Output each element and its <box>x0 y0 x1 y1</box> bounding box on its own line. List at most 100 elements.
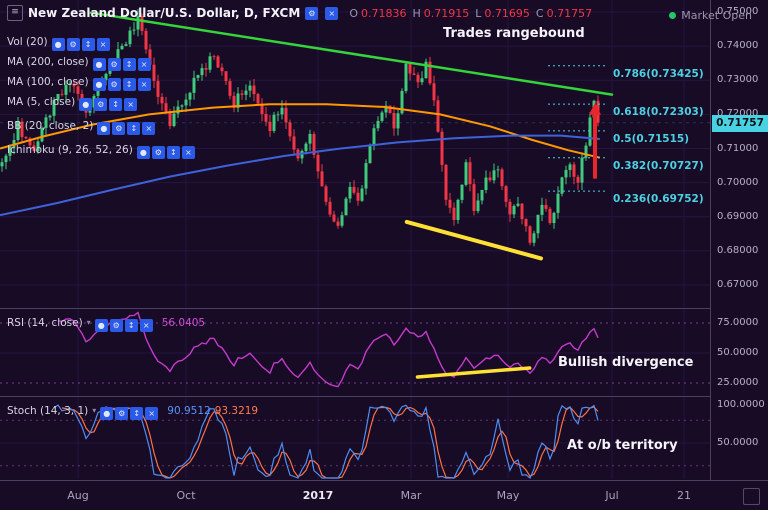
indicator-label[interactable]: BB (20, close, 2) <box>7 119 94 132</box>
annotation-bullish-divergence: Bullish divergence <box>558 355 694 370</box>
open-value: 0.71836 <box>360 6 407 20</box>
indicator-row-5[interactable]: Ichimoku (9, 26, 52, 26) ● ⚙ ↕ × <box>7 140 197 159</box>
indicator-button-1[interactable]: ⚙ <box>151 146 165 159</box>
indicator-button-1[interactable]: ⚙ <box>107 58 121 71</box>
price-axis-label: 0.68000 <box>717 245 759 256</box>
time-axis-label: 2017 <box>302 489 334 502</box>
time-axis[interactable]: Aug Oct 2017 Mar May Jul 21 <box>0 480 768 510</box>
indicator-buttons: ● ⚙ ↕ × <box>92 52 153 71</box>
pane-divider[interactable] <box>0 308 768 309</box>
indicator-button-1[interactable]: ⚙ <box>112 122 126 135</box>
indicator-label[interactable]: MA (5, close) <box>7 95 76 108</box>
indicator-button-0[interactable]: ● <box>79 98 93 111</box>
ohlc-readout: O 0.71836 H 0.71915 L 0.71695 C 0.71757 <box>349 7 598 20</box>
price-axis-label: 0.67000 <box>717 279 759 290</box>
indicator-button-0[interactable]: ● <box>94 319 108 332</box>
indicator-button-1[interactable]: ⚙ <box>109 319 123 332</box>
indicator-row-2[interactable]: MA (100, close) ● ⚙ ↕ × <box>7 72 153 91</box>
indicator-button-0[interactable]: ● <box>92 78 106 91</box>
low-label: L <box>475 6 482 20</box>
rsi-axis-label: 75.0000 <box>717 317 759 328</box>
indicator-button-2[interactable]: ↕ <box>122 78 136 91</box>
indicator-row-4[interactable]: BB (20, close, 2) ● ⚙ ↕ × <box>7 116 157 135</box>
indicator-button-1[interactable]: ⚙ <box>94 98 108 111</box>
price-axis[interactable]: 0.71757 0.75000 0.74000 0.73000 0.72000 0.71… <box>710 0 768 480</box>
indicator-button-3[interactable]: × <box>137 78 151 91</box>
stoch-axis-label: 100.0000 <box>717 399 765 410</box>
rsi-chart[interactable] <box>0 309 710 396</box>
price-pane[interactable]: 0.786(0.73425) 0.618(0.72303) 0.5(0.71515)… <box>0 0 768 308</box>
indicator-button-1[interactable]: ⚙ <box>107 78 121 91</box>
last-price-badge: 0.71757 <box>712 115 768 132</box>
high-value: 0.71915 <box>423 6 470 20</box>
indicator-button-2[interactable]: ↕ <box>109 98 123 111</box>
stoch-legend-row: Stoch (14, 3, 1) ▾ ● ⚙ ↕ × 90.9512 93.3219 <box>7 401 258 420</box>
candlestick-chart[interactable] <box>0 0 710 308</box>
indicator-row-3[interactable]: MA (5, close) ● ⚙ ↕ × <box>7 92 139 111</box>
indicator-label[interactable]: Ichimoku (9, 26, 52, 26) <box>7 143 133 156</box>
indicator-button-3[interactable]: × <box>139 319 153 332</box>
rsi-indicator-buttons: ● ⚙ ↕ × <box>94 313 155 332</box>
high-label: H <box>412 6 421 20</box>
chart-menu-icon[interactable]: ≡ <box>7 5 23 21</box>
market-status-text: Market Open <box>681 9 752 22</box>
indicator-button-0[interactable]: ● <box>97 122 111 135</box>
close-label: C <box>535 6 544 20</box>
indicator-button-2[interactable]: ↕ <box>166 146 180 159</box>
indicator-button-0[interactable]: ● <box>92 58 106 71</box>
indicator-button-0[interactable]: ● <box>100 407 114 420</box>
rsi-axis-label: 25.0000 <box>717 377 759 388</box>
indicator-button-1[interactable]: ⚙ <box>115 407 129 420</box>
stochastic-pane[interactable]: Stoch (14, 3, 1) ▾ ● ⚙ ↕ × 90.9512 93.3219 … <box>0 397 768 479</box>
indicator-button-3[interactable]: × <box>137 58 151 71</box>
indicator-button-2[interactable]: ↕ <box>81 38 95 51</box>
close-value: 0.71757 <box>546 6 593 20</box>
indicator-button-3[interactable]: × <box>96 38 110 51</box>
indicator-row-0[interactable]: Vol (20) ● ⚙ ↕ × <box>7 32 112 51</box>
stoch-indicator-label[interactable]: Stoch (14, 3, 1) <box>7 404 89 417</box>
symbol-close-icon[interactable]: × <box>325 6 339 20</box>
indicator-label[interactable]: Vol (20) <box>7 35 48 48</box>
symbol-settings-icon[interactable]: ⚙ <box>305 6 319 20</box>
indicator-button-0[interactable]: ● <box>51 38 65 51</box>
rsi-pane[interactable]: RSI (14, close) ▾ ● ⚙ ↕ × 56.0405 Bullish d… <box>0 309 768 396</box>
annotation-overbought: At o/b territory <box>567 438 678 453</box>
symbol-title[interactable]: New Zealand Dollar/U.S. Dollar, D, FXCM <box>28 6 301 20</box>
indicator-button-2[interactable]: ↕ <box>127 122 141 135</box>
axis-settings-button[interactable] <box>743 488 760 505</box>
indicator-button-2[interactable]: ↕ <box>122 58 136 71</box>
indicator-button-2[interactable]: ↕ <box>124 319 138 332</box>
caret-down-icon[interactable]: ▾ <box>86 318 91 327</box>
price-axis-label: 0.75000 <box>717 6 759 17</box>
rsi-axis-label: 50.0000 <box>717 347 759 358</box>
price-axis-label: 0.74000 <box>717 40 759 51</box>
stoch-d-value: 93.3219 <box>214 404 259 417</box>
indicator-button-3[interactable]: × <box>181 146 195 159</box>
rsi-value: 56.0405 <box>161 316 206 329</box>
market-open-dot-icon <box>669 12 677 19</box>
indicator-row-1[interactable]: MA (200, close) ● ⚙ ↕ × <box>7 52 153 71</box>
indicator-button-1[interactable]: ⚙ <box>66 38 80 51</box>
time-axis-label: Jul <box>605 489 619 502</box>
indicator-button-2[interactable]: ↕ <box>130 407 144 420</box>
stoch-indicator-buttons: ● ⚙ ↕ × <box>100 401 160 420</box>
indicator-button-3[interactable]: × <box>142 122 156 135</box>
indicator-button-3[interactable]: × <box>124 98 138 111</box>
rsi-indicator-label[interactable]: RSI (14, close) <box>7 316 83 329</box>
indicator-button-3[interactable]: × <box>145 407 159 420</box>
price-axis-label: 0.69000 <box>717 211 759 222</box>
indicator-buttons: ● ⚙ ↕ × <box>51 32 112 51</box>
indicator-buttons: ● ⚙ ↕ × <box>79 92 139 111</box>
indicator-label[interactable]: MA (100, close) <box>7 75 89 88</box>
indicator-label[interactable]: MA (200, close) <box>7 55 89 68</box>
indicator-button-0[interactable]: ● <box>136 146 150 159</box>
price-axis-label: 0.70000 <box>717 177 759 188</box>
pane-divider[interactable] <box>0 396 768 397</box>
stochastic-chart[interactable] <box>0 397 710 479</box>
caret-down-icon[interactable]: ▾ <box>92 406 97 415</box>
annotation-trades-rangebound: Trades rangebound <box>443 26 585 41</box>
price-axis-label: 0.73000 <box>717 74 759 85</box>
time-axis-label: May <box>496 489 520 502</box>
market-status: Market Open <box>669 9 752 22</box>
price-axis-label: 0.71000 <box>717 143 759 154</box>
